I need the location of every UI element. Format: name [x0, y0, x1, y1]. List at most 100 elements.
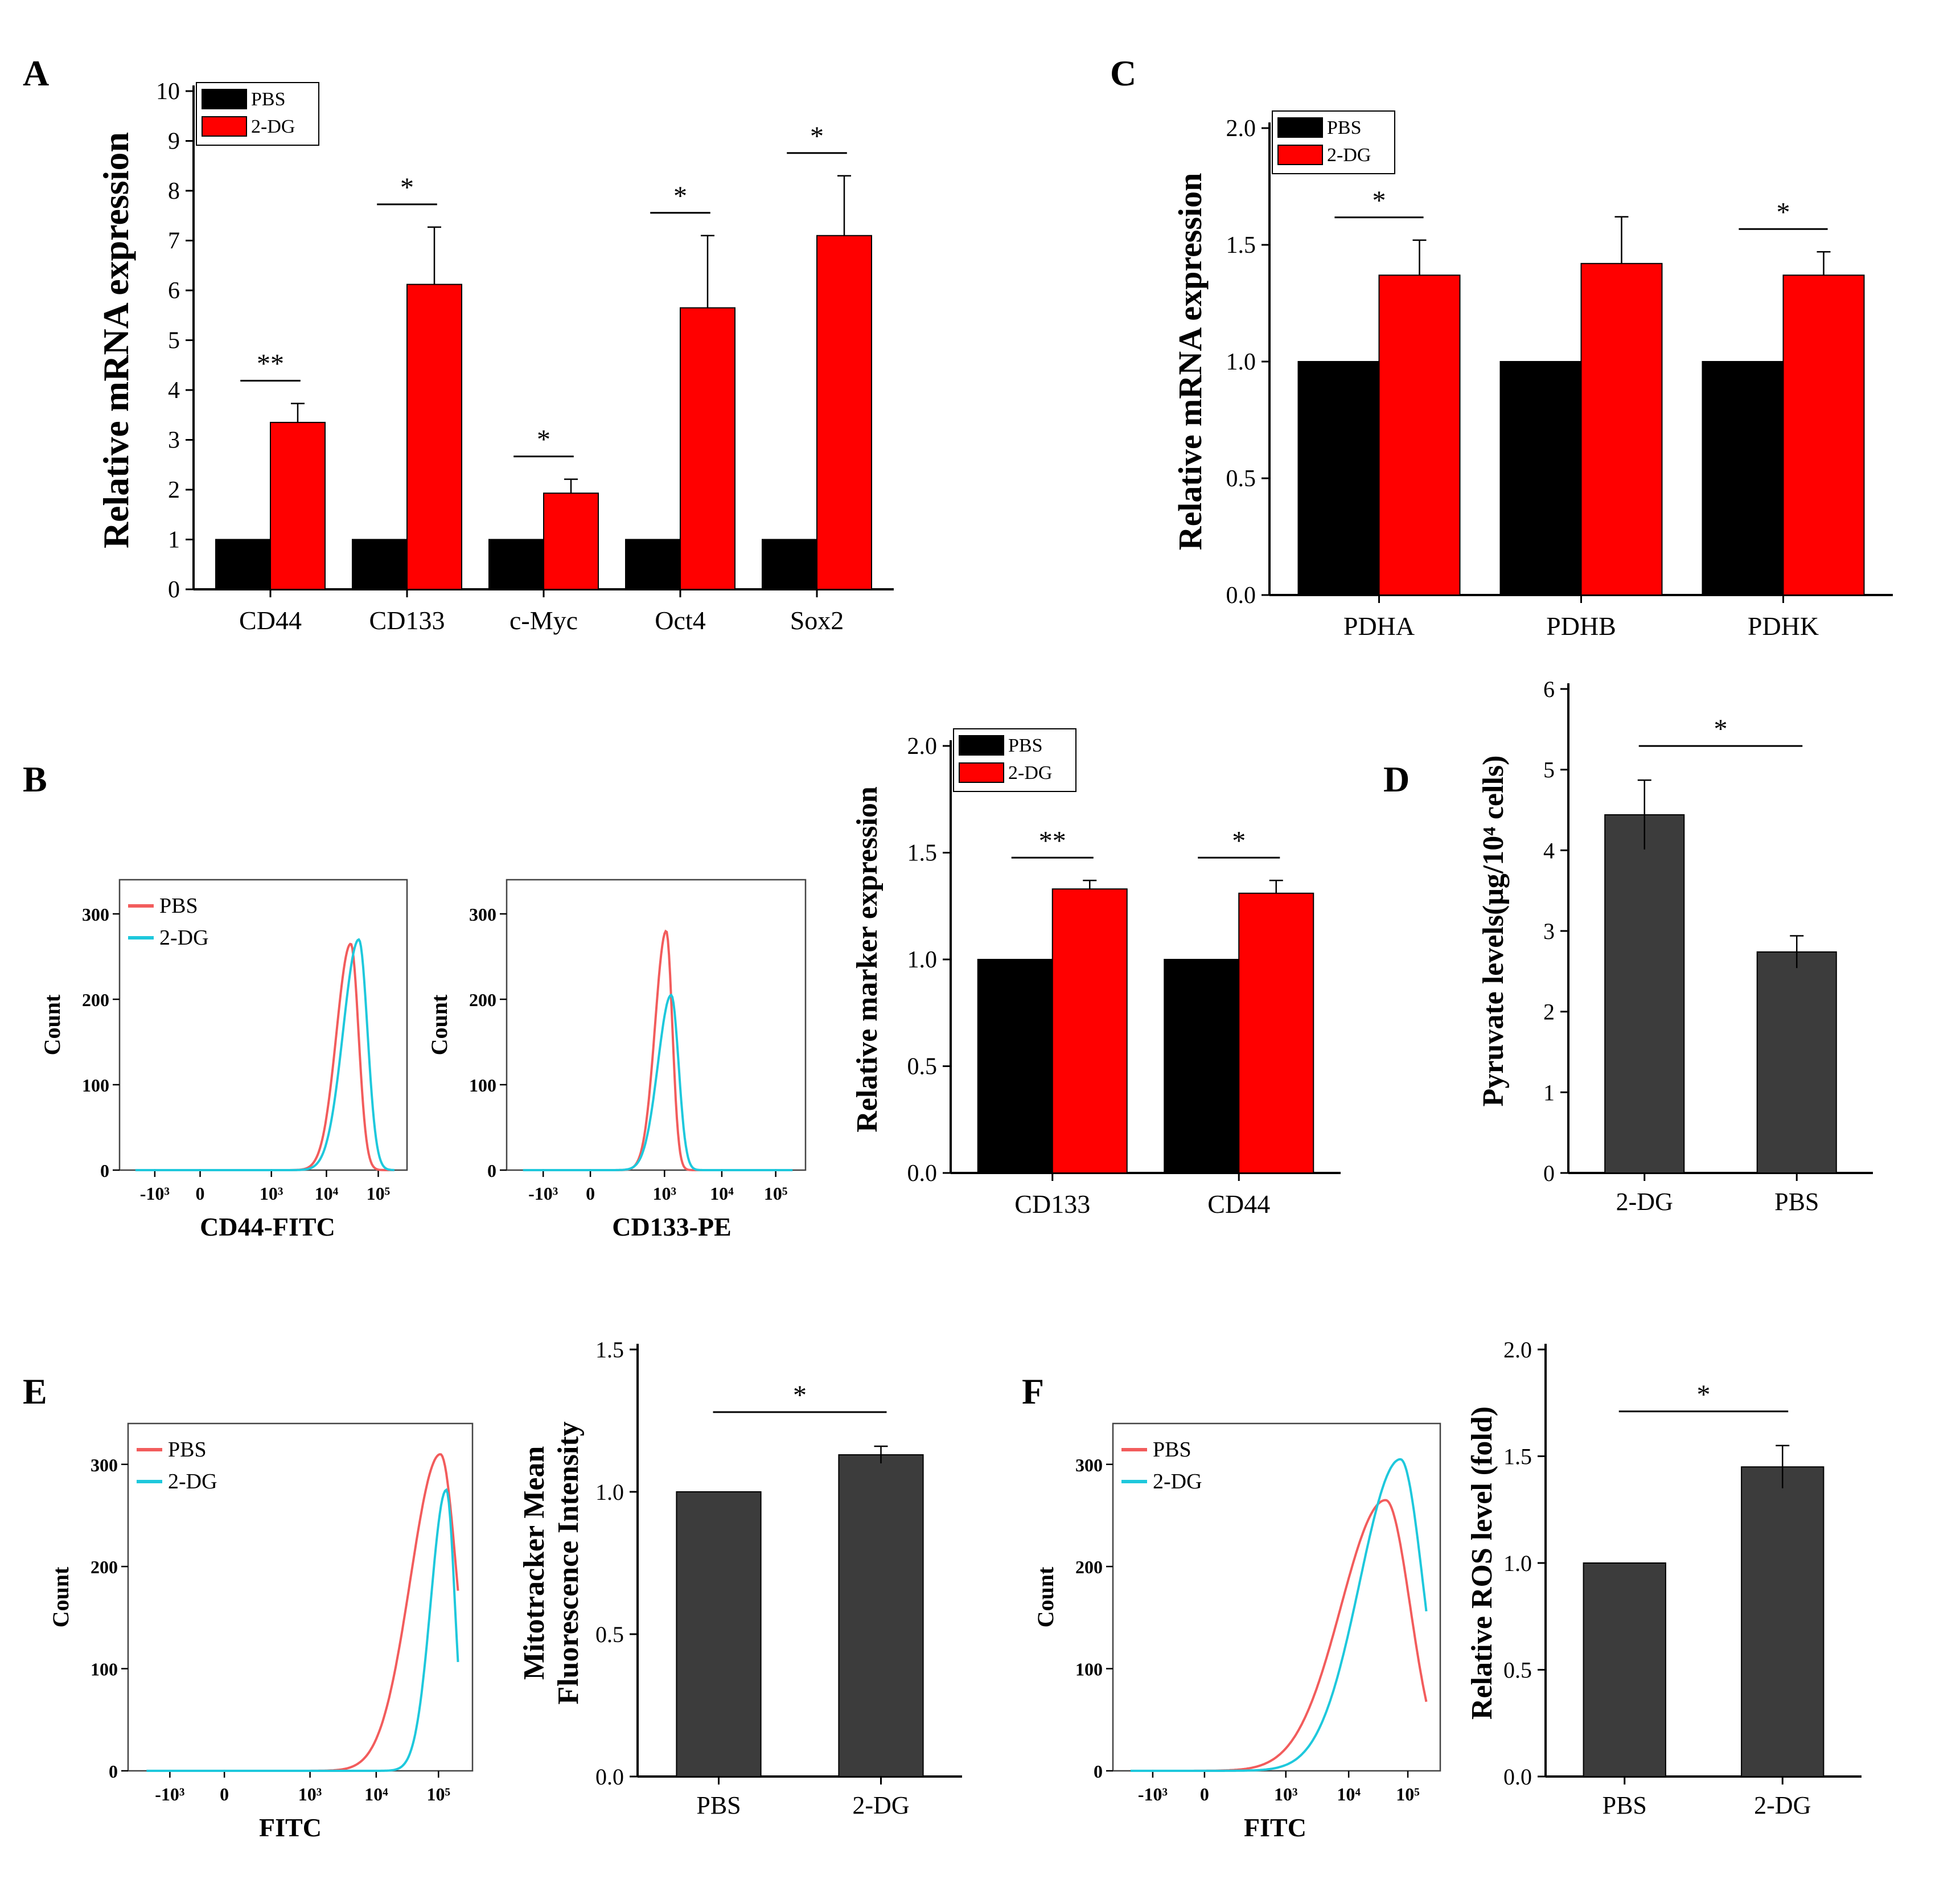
x-tick-label: 10⁴ — [364, 1784, 388, 1804]
significance-label: * — [793, 1380, 807, 1410]
y-tick-label: 200 — [469, 990, 496, 1010]
x-axis-label: FITC — [1244, 1813, 1306, 1842]
y-tick-label: 6 — [168, 278, 180, 304]
x-tick-label: 10³ — [1274, 1784, 1298, 1804]
x-tick-label: 10³ — [260, 1183, 283, 1204]
x-tick-label: 10³ — [298, 1784, 322, 1804]
y-tick-label: 0.5 — [1503, 1658, 1532, 1683]
y-axis-label: Count — [39, 994, 65, 1055]
bar-pbs-pdhb — [1499, 361, 1582, 596]
chart-e-bar: 0.0 0.5 1.0 1.5 PBS 2-DG * Mitotracker Mean Fluo… — [518, 1337, 962, 1819]
legend-label: PBS — [159, 894, 198, 918]
bar-2-dg — [838, 1454, 924, 1777]
chart-f-bar: 0.0 0.5 1.0 1.5 2.0 PBS 2-DG * Relative ROS leve… — [1466, 1337, 1862, 1819]
legend-label: 2-DG — [251, 116, 295, 137]
y-tick-label: 8 — [168, 178, 180, 204]
y-tick-label: 0.5 — [1226, 466, 1256, 492]
bar-pbs-cd133 — [352, 539, 408, 590]
histogram-curve-pbs — [523, 929, 793, 1171]
panel-letter-A: A — [23, 53, 49, 93]
y-axis-label: Mitotracker Mean — [518, 1446, 550, 1680]
bar-2dg-pdhb — [1580, 262, 1663, 596]
y-tick-label: 4 — [1543, 838, 1555, 863]
y-tick-label: 200 — [91, 1557, 118, 1577]
x-tick-label: Sox2 — [790, 606, 844, 635]
legend-label: 2-DG — [1327, 145, 1371, 166]
y-axis-label: Count — [48, 1566, 73, 1627]
x-tick-label: CD44 — [239, 606, 302, 635]
y-axis-label: Count — [426, 994, 452, 1055]
x-tick-label: 10³ — [653, 1183, 677, 1204]
y-tick-label: 1.5 — [595, 1337, 624, 1363]
y-tick-label: 0.0 — [595, 1764, 624, 1790]
y-tick-label: 0 — [168, 577, 180, 603]
y-tick-label: 0.0 — [1503, 1764, 1532, 1790]
y-tick-label: 0.0 — [907, 1160, 938, 1187]
y-tick-label: 0.0 — [1226, 582, 1256, 609]
legend-label: PBS — [1327, 117, 1362, 138]
histogram-curve-pbs — [146, 1453, 459, 1772]
bar-pbs-pdhk — [1702, 361, 1784, 596]
histogram-curve-2-dg — [135, 938, 395, 1171]
x-tick-label: -10³ — [528, 1183, 558, 1204]
x-tick-label: 0 — [1200, 1784, 1209, 1804]
panel-letter-D: D — [1383, 759, 1410, 799]
y-tick-label: 1.0 — [1226, 349, 1256, 375]
x-tick-label: 2-DG — [852, 1791, 909, 1819]
x-tick-label: 10⁵ — [367, 1183, 391, 1204]
legend-label: 2-DG — [168, 1470, 217, 1494]
significance-label: * — [1777, 197, 1790, 227]
chart-e-hist: 0 100 200 300 -10³ 0 10³ 10⁴ 10⁵ PBS 2-DG Count FITC — [48, 1422, 474, 1842]
y-tick-label: 6 — [1543, 676, 1555, 702]
x-tick-label: 10⁵ — [426, 1784, 450, 1804]
y-tick-label: 9 — [168, 129, 180, 155]
y-tick-label: 300 — [82, 904, 109, 925]
histogram-curve-pbs — [135, 942, 395, 1171]
x-tick-label: PBS — [1602, 1791, 1647, 1819]
significance-label: ** — [257, 349, 284, 379]
x-tick-label: Oct4 — [655, 606, 705, 635]
y-tick-label: 200 — [1075, 1557, 1103, 1577]
x-tick-label: 10⁴ — [710, 1183, 734, 1204]
x-tick-label: 0 — [586, 1183, 595, 1204]
y-axis-label: Relative mRNA expression — [1172, 173, 1209, 551]
y-tick-label: 0 — [1543, 1160, 1555, 1186]
legend-label: 2-DG — [159, 926, 209, 950]
y-tick-label: 2.0 — [907, 733, 938, 760]
x-tick-label: -10³ — [155, 1784, 184, 1804]
y-tick-label: 0 — [109, 1761, 118, 1782]
x-axis-label: CD133-PE — [612, 1212, 732, 1241]
y-tick-label: 1 — [168, 527, 180, 553]
significance-label: * — [1714, 714, 1728, 744]
significance-label: * — [673, 181, 687, 211]
x-tick-label: -10³ — [140, 1183, 170, 1204]
significance-label: * — [537, 425, 550, 455]
legend-swatch-2-dg — [202, 116, 247, 137]
y-tick-label: 100 — [82, 1075, 109, 1096]
chart-a: 0 1 2 3 4 5 6 7 8 9 10 CD44 ** CD133 * c-Myc * Oct4 * Sox2 *… — [96, 79, 894, 635]
y-tick-label: 100 — [91, 1659, 118, 1680]
y-tick-label: 2.0 — [1503, 1337, 1532, 1363]
bar-2dg-pdhk — [1782, 274, 1865, 596]
y-tick-label: 0 — [100, 1160, 109, 1181]
y-tick-label: 300 — [91, 1455, 118, 1475]
significance-label: * — [810, 121, 824, 151]
y-tick-label: 1.5 — [1503, 1444, 1532, 1470]
bar-pbs-c-myc — [488, 539, 544, 590]
legend-swatch-2-dg — [1277, 145, 1323, 165]
legend-swatch-pbs — [202, 89, 247, 109]
y-tick-label: 300 — [1075, 1455, 1103, 1475]
x-tick-label: CD44 — [1207, 1189, 1270, 1219]
significance-label: ** — [1039, 826, 1066, 856]
x-tick-label: 10⁵ — [1396, 1784, 1420, 1804]
bar-2dg-c-myc — [543, 493, 599, 590]
bar-2dg-pdha — [1378, 274, 1461, 596]
y-tick-label: 5 — [168, 328, 180, 354]
y-axis-label: Fluorescence Intensity — [552, 1421, 585, 1704]
y-axis-label: Pyruvate levels(μg/10⁴ cells) — [1477, 756, 1510, 1107]
x-tick-label: 0 — [196, 1183, 205, 1204]
histogram-curve-2-dg — [146, 1488, 459, 1772]
chart-b-hist1: 0 100 200 300 -10³ 0 10³ 10⁴ 10⁵ PBS 2-DG Count CD44… — [39, 879, 408, 1241]
chart-f-hist: 0 100 200 300 -10³ 0 10³ 10⁴ 10⁵ PBS 2-DG Count FITC — [1033, 1422, 1441, 1842]
